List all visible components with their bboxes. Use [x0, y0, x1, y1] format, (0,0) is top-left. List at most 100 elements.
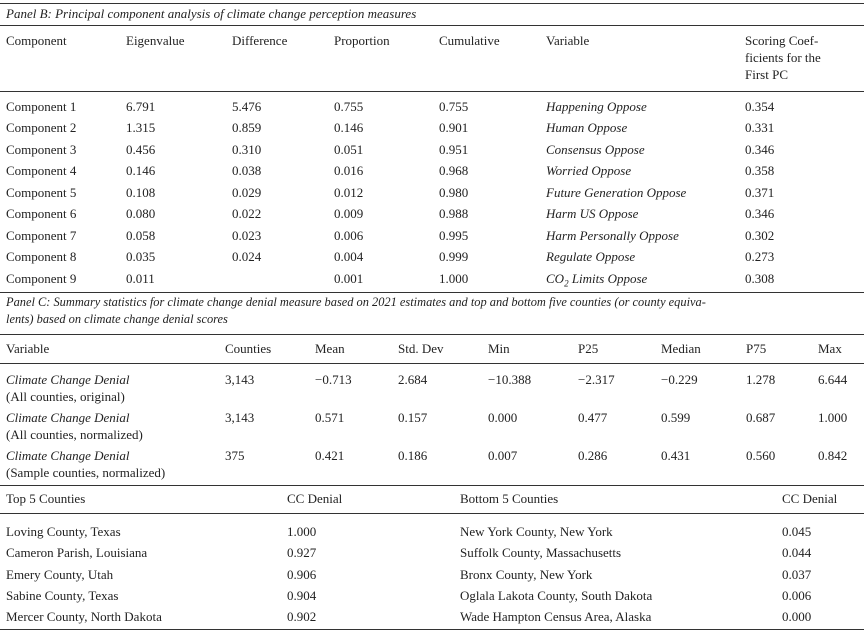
top-county-cc: 0.906 — [287, 567, 317, 582]
pb-difference: 0.029 — [232, 185, 262, 200]
bottom-county-cc: 0.037 — [782, 567, 812, 582]
bottom-county-name: Wade Hampton Census Area, Alaska — [460, 609, 652, 624]
pc-p25: −2.317 — [578, 372, 615, 387]
pb-eigenvalue: 0.011 — [126, 271, 155, 286]
pb-eigenvalue: 0.108 — [126, 185, 156, 200]
header-cumulative: Cumulative — [439, 33, 500, 48]
pb-scoring: 0.371 — [745, 185, 775, 200]
pb-scoring: 0.346 — [745, 142, 775, 157]
panel-c-header-bottom-rule — [0, 363, 864, 364]
header-scoring-line1: Scoring Coef- — [745, 33, 819, 48]
top-county-name: Loving County, Texas — [6, 524, 121, 539]
pb-cumulative: 0.755 — [439, 99, 469, 114]
pc-max: 0.842 — [818, 448, 848, 463]
pc-min: 0.000 — [488, 410, 518, 425]
pc-median: −0.229 — [661, 372, 698, 387]
pb-cumulative: 0.988 — [439, 206, 469, 221]
bottom-county-name: Bronx County, New York — [460, 567, 593, 582]
pb-variable: Future Generation Oppose — [546, 185, 687, 200]
pb-variable-tail: Limits Oppose — [568, 271, 648, 286]
pb-scoring: 0.273 — [745, 249, 775, 264]
pb-cumulative: 1.000 — [439, 271, 469, 286]
pb-variable: Harm Personally Oppose — [546, 228, 679, 243]
pb-cumulative: 0.995 — [439, 228, 469, 243]
counties-top-rule — [0, 485, 864, 486]
pb-variable: Worried Oppose — [546, 163, 632, 178]
top-county-name: Sabine County, Texas — [6, 588, 119, 603]
pb-eigenvalue: 1.315 — [126, 120, 156, 135]
pb-variable: Happening Oppose — [546, 99, 647, 114]
pb-component: Component 2 — [6, 120, 77, 135]
pc-variable-sub: (All counties, original) — [6, 389, 125, 404]
pb-proportion: 0.006 — [334, 228, 364, 243]
pc-p75: 0.560 — [746, 448, 776, 463]
pb-component: Component 8 — [6, 249, 77, 264]
pc-median: 0.431 — [661, 448, 691, 463]
pb-proportion: 0.001 — [334, 271, 364, 286]
header-max: Max — [818, 341, 842, 356]
header-variable: Variable — [6, 341, 50, 356]
top-county-name: Emery County, Utah — [6, 567, 114, 582]
pb-proportion: 0.146 — [334, 120, 364, 135]
header-scoring-line3: First PC — [745, 67, 788, 82]
pb-eigenvalue: 0.080 — [126, 206, 156, 221]
pc-counties: 3,143 — [225, 372, 255, 387]
pb-component: Component 1 — [6, 99, 77, 114]
pb-component: Component 9 — [6, 271, 77, 286]
pc-variable-name: Climate Change Denial — [6, 372, 130, 387]
bottom-county-name: Oglala Lakota County, South Dakota — [460, 588, 653, 603]
pb-difference: 5.476 — [232, 99, 262, 114]
panel-b-header-bottom-rule — [0, 91, 864, 92]
bottom-county-name: New York County, New York — [460, 524, 613, 539]
header-counties: Counties — [225, 341, 272, 356]
panel-b-top-rule — [0, 3, 864, 4]
pb-variable-subscript: 2 — [564, 278, 569, 289]
panel-c-title-line2: lents) based on climate change denial sc… — [6, 312, 228, 326]
pb-difference: 0.024 — [232, 249, 262, 264]
bottom-county-name: Suffolk County, Massachusetts — [460, 545, 622, 560]
pc-mean: 0.421 — [315, 448, 345, 463]
pc-variable-name: Climate Change Denial — [6, 410, 130, 425]
header-eigenvalue: Eigenvalue — [126, 33, 185, 48]
panel-c-top-rule — [0, 292, 864, 293]
header-proportion: Proportion — [334, 33, 390, 48]
pb-variable: Consensus Oppose — [546, 142, 645, 157]
pc-p25: 0.286 — [578, 448, 608, 463]
header-std-dev: Std. Dev — [398, 341, 444, 356]
counties-header-bottom-rule — [0, 513, 864, 514]
pb-component: Component 5 — [6, 185, 77, 200]
pb-component: Component 7 — [6, 228, 77, 243]
pb-component: Component 3 — [6, 142, 77, 157]
pb-scoring: 0.346 — [745, 206, 775, 221]
pc-p25: 0.477 — [578, 410, 608, 425]
pc-variable-sub: (All counties, normalized) — [6, 427, 143, 442]
bottom-county-cc: 0.044 — [782, 545, 812, 560]
pc-max: 1.000 — [818, 410, 848, 425]
header-bottom-counties: Bottom 5 Counties — [460, 491, 559, 506]
pb-eigenvalue: 6.791 — [126, 99, 156, 114]
pb-eigenvalue: 0.058 — [126, 228, 156, 243]
pc-max: 6.644 — [818, 372, 848, 387]
header-top-cc-denial: CC Denial — [287, 491, 343, 506]
pb-variable: Harm US Oppose — [546, 206, 639, 221]
pb-cumulative: 0.980 — [439, 185, 469, 200]
header-p25: P25 — [578, 341, 599, 356]
pb-eigenvalue: 0.456 — [126, 142, 156, 157]
header-top-counties: Top 5 Counties — [6, 491, 86, 506]
pb-eigenvalue: 0.035 — [126, 249, 156, 264]
pb-eigenvalue: 0.146 — [126, 163, 156, 178]
pc-min: −10.388 — [488, 372, 532, 387]
pc-p75: 0.687 — [746, 410, 776, 425]
pb-variable: CO2 Limits Oppose — [546, 271, 647, 289]
top-county-cc: 0.902 — [287, 609, 317, 624]
pc-min: 0.007 — [488, 448, 518, 463]
pc-counties: 375 — [225, 448, 245, 463]
pb-proportion: 0.004 — [334, 249, 364, 264]
top-county-cc: 1.000 — [287, 524, 317, 539]
pc-mean: 0.571 — [315, 410, 345, 425]
pc-p75: 1.278 — [746, 372, 776, 387]
top-county-cc: 0.904 — [287, 588, 317, 603]
pb-difference: 0.859 — [232, 120, 262, 135]
panel-b-header-top-rule — [0, 25, 864, 26]
pb-difference: 0.310 — [232, 142, 262, 157]
